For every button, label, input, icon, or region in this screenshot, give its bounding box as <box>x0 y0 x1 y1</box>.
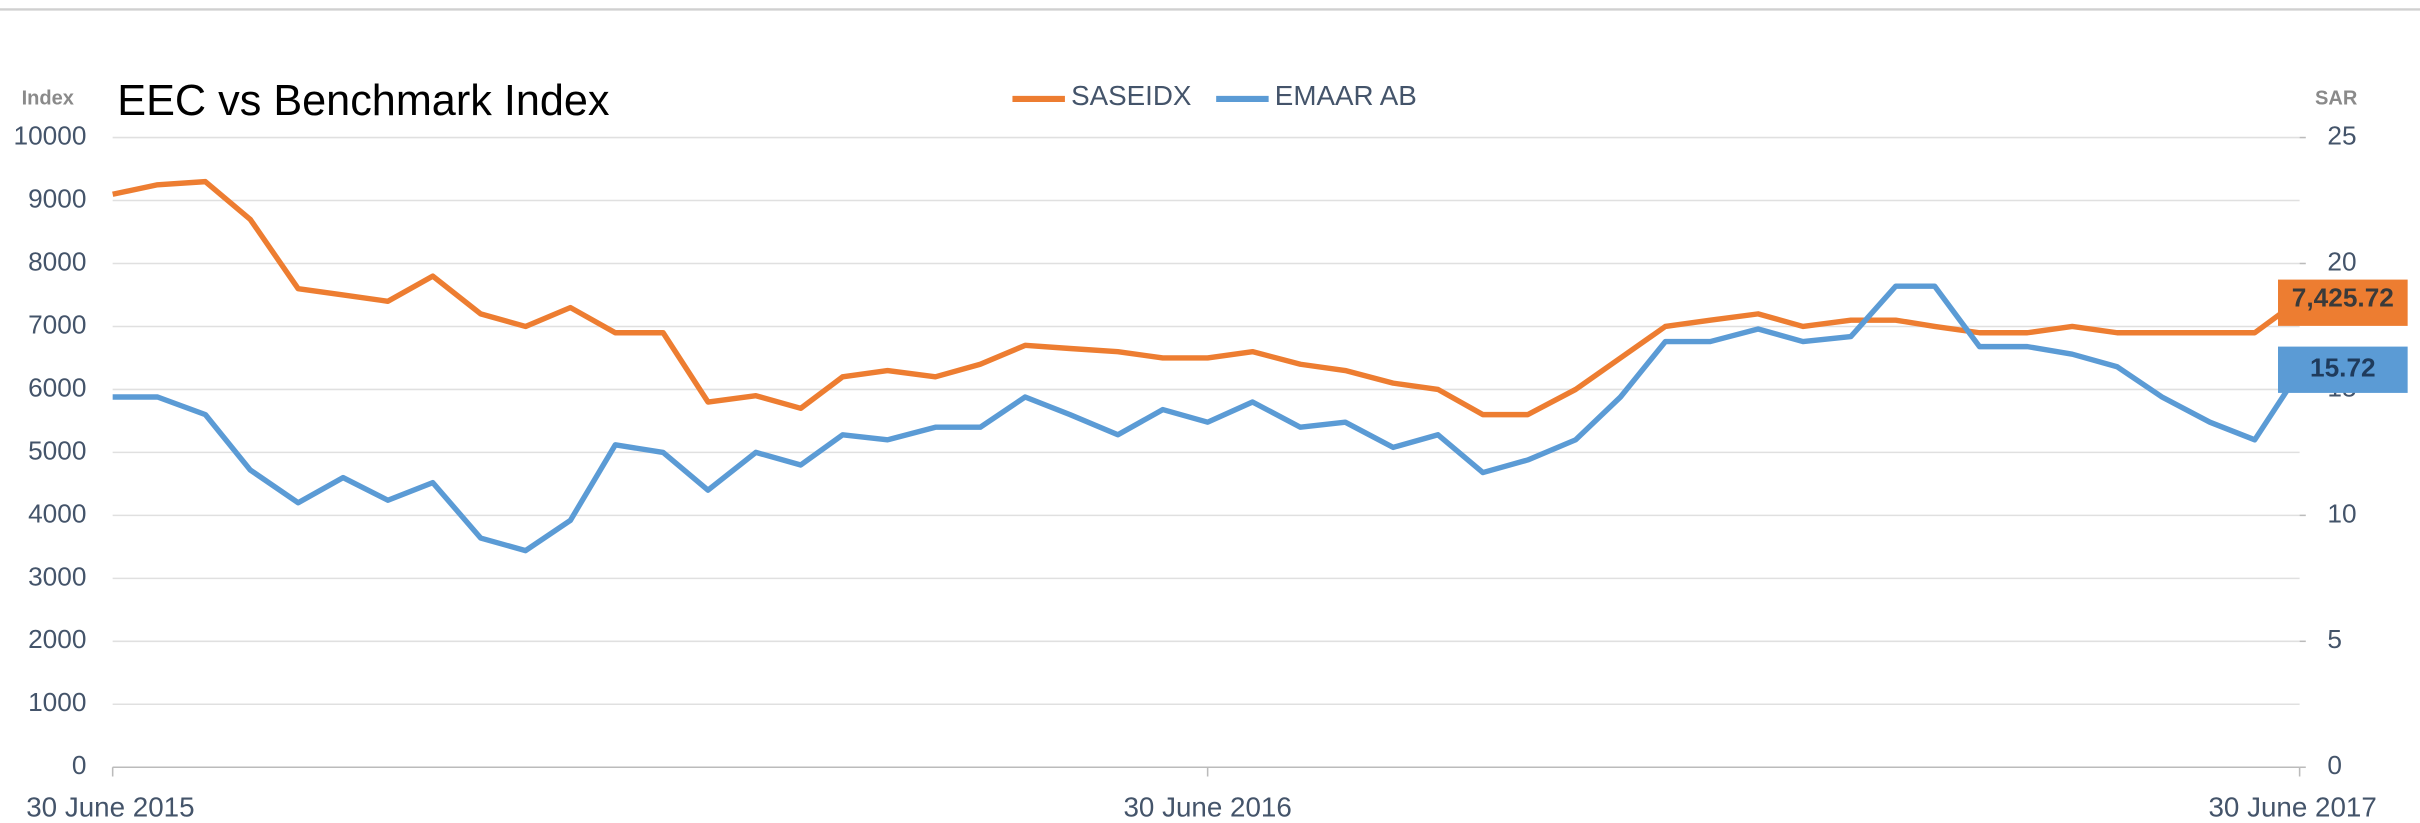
y-tick-label: 8000 <box>28 246 86 276</box>
y-tick-label: 0 <box>72 750 87 780</box>
y-tick-label: 4000 <box>28 498 86 528</box>
legend-label: SASEIDX <box>1071 80 1191 111</box>
y-tick-label: 1000 <box>28 687 86 717</box>
y-tick-label: 3000 <box>28 561 86 591</box>
end-label-box <box>2278 279 2408 326</box>
line-series <box>112 178 2302 418</box>
y2-tick-label: 25 <box>2327 120 2356 150</box>
end-label: 15.72 <box>2310 353 2376 383</box>
legend-label: EMAAR AB <box>1275 80 1417 111</box>
y-tick-label: 10000 <box>14 120 87 150</box>
x-tick-label: 30 June 2017 <box>2208 791 2376 822</box>
y2-tick-label: 5 <box>2327 624 2342 654</box>
y-tick-label: 7000 <box>28 309 86 339</box>
y2-tick-label: 0 <box>2327 750 2342 780</box>
line-series <box>112 283 2302 554</box>
x-tick-label: 30 June 2015 <box>26 791 194 822</box>
y-tick-label: 6000 <box>28 372 86 402</box>
y-tick-label: 9000 <box>28 183 86 213</box>
y2-tick-label: 20 <box>2327 246 2356 276</box>
y-tick-label: 5000 <box>28 435 86 465</box>
y2-tick-label: 10 <box>2327 498 2356 528</box>
y-axis-label: Index <box>22 87 74 109</box>
end-label: 7,425.72 <box>2292 283 2394 313</box>
chart-title: EEC vs Benchmark Index <box>117 77 610 125</box>
y-tick-label: 2000 <box>28 624 86 654</box>
y2-axis-label: SAR <box>2315 87 2358 109</box>
end-label-box <box>2278 346 2408 393</box>
x-tick-label: 30 June 2016 <box>1123 791 1291 822</box>
